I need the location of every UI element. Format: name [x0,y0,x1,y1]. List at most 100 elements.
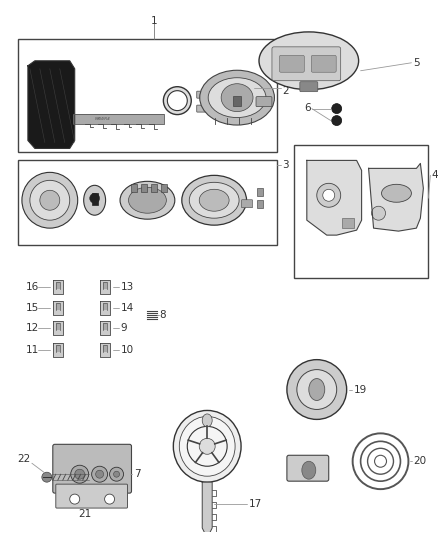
Circle shape [113,471,120,477]
Polygon shape [102,345,106,352]
FancyBboxPatch shape [272,47,341,80]
Bar [152,184,157,192]
Ellipse shape [202,414,212,427]
Polygon shape [53,301,63,315]
Text: 3: 3 [282,160,289,171]
Circle shape [22,172,78,228]
Polygon shape [99,301,110,315]
Polygon shape [53,321,63,335]
Text: 16: 16 [26,282,39,292]
Text: M4WR4: M4WR4 [95,117,110,120]
Circle shape [30,180,70,220]
Text: 17: 17 [249,499,262,509]
Polygon shape [56,323,60,330]
Circle shape [75,469,85,479]
Polygon shape [56,282,60,289]
Text: 5: 5 [413,58,420,68]
Polygon shape [28,61,75,149]
Ellipse shape [128,187,166,213]
Ellipse shape [259,32,359,90]
Circle shape [70,494,80,504]
Polygon shape [102,323,106,330]
Text: 9: 9 [120,323,127,333]
Text: 7: 7 [134,469,141,479]
Circle shape [40,190,60,210]
Bar [342,218,353,228]
Polygon shape [56,303,60,310]
FancyBboxPatch shape [242,200,253,208]
Text: 6: 6 [304,103,311,112]
Circle shape [332,103,342,114]
Polygon shape [53,343,63,357]
Bar [257,200,263,208]
Text: 19: 19 [353,384,367,394]
Ellipse shape [189,182,239,218]
Polygon shape [102,282,106,289]
Circle shape [163,87,191,115]
Ellipse shape [120,181,175,219]
Ellipse shape [381,184,411,202]
Text: 13: 13 [120,282,134,292]
Polygon shape [307,160,362,235]
Circle shape [297,369,337,409]
FancyBboxPatch shape [279,55,304,72]
Polygon shape [99,280,110,294]
Ellipse shape [208,78,266,118]
Circle shape [317,183,341,207]
Bar [141,184,148,192]
Bar [18,39,277,152]
Text: 11: 11 [26,345,39,354]
Ellipse shape [221,84,253,111]
Polygon shape [99,321,110,335]
Ellipse shape [309,378,325,400]
Circle shape [105,494,115,504]
Circle shape [110,467,124,481]
Polygon shape [73,114,164,124]
Text: 20: 20 [413,456,427,466]
Ellipse shape [182,175,247,225]
FancyBboxPatch shape [56,484,127,508]
Circle shape [287,360,346,419]
FancyBboxPatch shape [197,105,210,112]
FancyBboxPatch shape [197,91,210,98]
Text: 21: 21 [78,509,91,519]
Bar [161,184,167,192]
Text: 12: 12 [26,323,39,333]
Text: 15: 15 [26,303,39,313]
Ellipse shape [173,410,241,482]
FancyBboxPatch shape [256,96,272,107]
Text: 2: 2 [282,86,289,96]
Circle shape [90,193,99,203]
Bar [131,184,138,192]
FancyBboxPatch shape [311,55,336,72]
Circle shape [42,472,52,482]
Circle shape [199,438,215,454]
Text: 1: 1 [151,16,158,26]
Ellipse shape [302,461,316,479]
Circle shape [371,206,385,220]
Bar [257,188,263,196]
Ellipse shape [84,185,106,215]
Ellipse shape [200,70,275,125]
Bar [294,146,428,278]
Text: 14: 14 [120,303,134,313]
Text: 22: 22 [17,454,30,464]
Bar [233,95,241,106]
Circle shape [167,91,187,111]
Ellipse shape [179,416,235,476]
Circle shape [95,470,104,478]
FancyBboxPatch shape [53,445,131,493]
Text: 4: 4 [431,171,438,180]
Polygon shape [53,280,63,294]
Circle shape [71,465,88,483]
Bar [92,193,98,205]
FancyBboxPatch shape [287,455,329,481]
FancyBboxPatch shape [300,82,318,92]
Polygon shape [102,303,106,310]
Text: 8: 8 [159,310,166,320]
Circle shape [92,466,108,482]
Bar [18,160,277,245]
Polygon shape [99,343,110,357]
Text: 10: 10 [120,345,134,354]
Polygon shape [369,164,424,231]
